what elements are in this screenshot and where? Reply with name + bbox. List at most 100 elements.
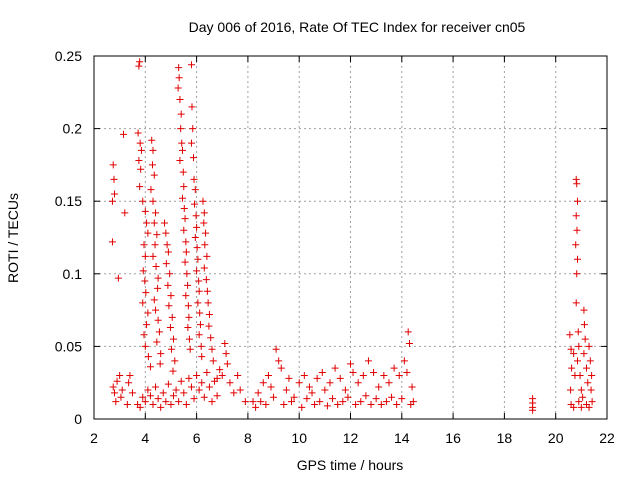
y-tick-label: 0.25 xyxy=(55,48,82,64)
y-tick-label: 0.2 xyxy=(63,121,83,137)
data-point xyxy=(572,175,580,183)
data-point xyxy=(344,393,352,401)
data-point xyxy=(144,386,152,394)
y-tick-label: 0.1 xyxy=(63,266,83,282)
data-point xyxy=(202,229,210,237)
data-point xyxy=(209,357,217,365)
data-point xyxy=(336,374,344,382)
data-point xyxy=(574,357,582,365)
data-point xyxy=(347,360,354,368)
data-point xyxy=(174,84,182,92)
data-point xyxy=(580,306,588,314)
data-point xyxy=(163,241,171,249)
data-point xyxy=(321,386,329,394)
data-point xyxy=(140,331,148,339)
data-point xyxy=(153,338,161,346)
data-point xyxy=(198,379,206,387)
data-point xyxy=(187,383,195,391)
data-point xyxy=(165,302,173,310)
data-point xyxy=(290,393,298,401)
x-tick-label: 16 xyxy=(445,430,461,446)
data-point xyxy=(156,360,164,368)
data-point xyxy=(573,270,581,278)
data-point xyxy=(316,398,324,406)
data-point xyxy=(300,371,308,379)
data-point xyxy=(137,146,145,154)
x-tick-label: 4 xyxy=(141,430,149,446)
data-point xyxy=(108,197,116,205)
data-point xyxy=(180,226,188,234)
data-point xyxy=(218,371,226,379)
x-tick-label: 6 xyxy=(193,430,201,446)
data-point xyxy=(202,276,210,284)
data-point xyxy=(326,379,334,387)
data-point xyxy=(573,226,581,234)
data-point xyxy=(241,398,249,406)
data-point xyxy=(136,58,144,66)
data-point xyxy=(136,403,144,411)
data-point xyxy=(193,244,201,252)
data-point xyxy=(234,371,242,379)
data-point xyxy=(144,309,152,317)
data-point xyxy=(123,400,131,408)
data-point xyxy=(182,400,190,408)
data-point xyxy=(188,103,196,111)
data-point xyxy=(308,389,316,397)
data-point xyxy=(193,223,201,231)
data-point xyxy=(318,369,326,377)
data-point xyxy=(204,299,212,307)
data-point xyxy=(264,371,272,379)
data-point xyxy=(208,398,216,406)
data-point xyxy=(118,386,126,394)
data-point xyxy=(575,398,583,406)
data-point xyxy=(409,398,417,406)
data-point xyxy=(167,292,175,300)
data-point xyxy=(580,350,588,358)
data-point xyxy=(577,403,585,411)
data-point xyxy=(190,175,198,183)
data-point xyxy=(213,392,221,400)
data-point xyxy=(282,386,290,394)
data-point xyxy=(404,328,412,336)
data-point xyxy=(193,371,201,379)
data-point xyxy=(166,270,174,278)
data-point xyxy=(359,371,367,379)
data-point xyxy=(142,289,150,297)
data-point xyxy=(136,139,144,147)
data-point xyxy=(189,125,197,133)
data-point xyxy=(149,252,157,260)
data-point xyxy=(190,154,198,162)
data-point xyxy=(222,350,230,358)
data-point xyxy=(200,264,208,272)
x-tick-label: 18 xyxy=(497,430,513,446)
data-point xyxy=(205,310,213,318)
data-point xyxy=(169,367,177,375)
data-point xyxy=(162,229,170,237)
data-point xyxy=(285,374,293,382)
data-point xyxy=(134,129,142,137)
data-point xyxy=(195,287,203,295)
data-point xyxy=(126,371,134,379)
data-point xyxy=(137,165,145,173)
data-point xyxy=(184,302,192,310)
data-point xyxy=(166,324,174,332)
data-point xyxy=(178,146,186,154)
data-point xyxy=(167,345,175,353)
data-point xyxy=(280,400,288,408)
data-point xyxy=(582,364,590,372)
data-point xyxy=(176,96,184,104)
data-point xyxy=(585,342,593,350)
x-tick-label: 14 xyxy=(394,430,410,446)
data-point xyxy=(180,204,188,212)
data-point xyxy=(146,363,154,371)
y-axis-label: ROTI / TECUs xyxy=(5,193,21,283)
data-point xyxy=(375,383,383,391)
data-point xyxy=(157,403,165,411)
data-point xyxy=(135,62,143,70)
data-point xyxy=(152,306,160,314)
data-point xyxy=(357,398,365,406)
data-point xyxy=(143,321,151,329)
data-point xyxy=(195,386,203,394)
